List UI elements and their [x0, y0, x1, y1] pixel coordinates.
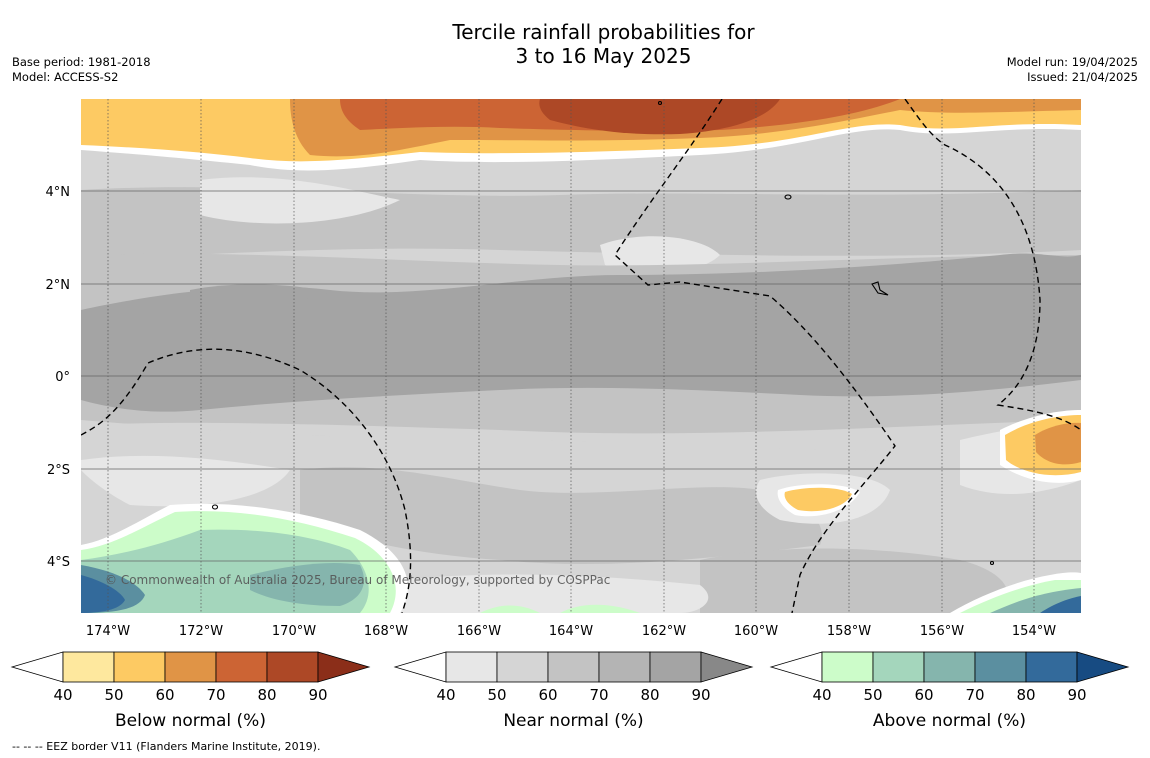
title-line-1: Tercile rainfall probabilities for	[452, 20, 755, 44]
meta-right: Model run: 19/04/2025 Issued: 21/04/2025	[1007, 55, 1138, 85]
lon-label: 162°W	[642, 624, 686, 639]
colorbar-segment	[496, 651, 549, 683]
colorbar-segment	[266, 651, 319, 683]
islands	[211, 100, 995, 566]
colorbar-segment	[445, 651, 498, 683]
map-field: © Commonwealth of Australia 2025, Bureau…	[81, 99, 1081, 613]
lon-label: 154°W	[1012, 624, 1056, 639]
colorbar-tick-label: 90	[308, 686, 327, 704]
footnote: -- -- -- EEZ border V11 (Flanders Marine…	[12, 740, 321, 753]
lat-label-2n: 2°N	[46, 278, 71, 293]
colorbar-segment	[1025, 651, 1078, 683]
lat-label-2s: 2°S	[47, 463, 70, 478]
colorbar-low-extend	[10, 651, 64, 683]
colorbar-tick-label: 50	[487, 686, 506, 704]
colorbar-tick-label: 60	[155, 686, 174, 704]
lon-label: 156°W	[920, 624, 964, 639]
colorbar-tick-label: 70	[965, 686, 984, 704]
colorbar-low-extend	[769, 651, 823, 683]
lon-label: 170°W	[272, 624, 316, 639]
map-title: Tercile rainfall probabilities for 3 to …	[0, 20, 1150, 68]
colorbar-title: Near normal (%)	[503, 711, 643, 731]
copyright-text: © Commonwealth of Australia 2025, Bureau…	[105, 573, 610, 587]
colorbar-tick-label: 60	[538, 686, 557, 704]
eez-borders	[81, 99, 1081, 613]
colorbar-tick-label: 80	[1016, 686, 1035, 704]
lon-label: 158°W	[827, 624, 871, 639]
colorbar-tick-label: 90	[1067, 686, 1086, 704]
colorbar-segment	[821, 651, 874, 683]
colorbar-tick-label: 90	[691, 686, 710, 704]
colorbar-segment	[649, 651, 702, 683]
lat-label-4s: 4°S	[47, 555, 70, 570]
colorbar-segment	[547, 651, 600, 683]
colorbar-tick-label: 80	[640, 686, 659, 704]
colorbar-title: Below normal (%)	[115, 711, 266, 731]
colorbar-segment	[598, 651, 651, 683]
base-period: Base period: 1981-2018	[12, 55, 151, 69]
colorbar-low-extend	[393, 651, 447, 683]
near-normal-colorbar: 40 50 60 70 80 90 Near normal (%)	[393, 651, 754, 731]
lat-labels: 4°N 2°N 0° 2°S 4°S	[46, 185, 71, 570]
below-normal-colorbar: 40 50 60 70 80 90 Below normal (%)	[10, 651, 371, 731]
colorbar-tick-label: 50	[863, 686, 882, 704]
colorbar-high-extend	[1076, 651, 1130, 683]
colorbar-tick-label: 70	[589, 686, 608, 704]
colorbar-segment	[923, 651, 976, 683]
colorbar-segment	[62, 651, 115, 683]
colorbar-tick-label: 40	[436, 686, 455, 704]
model-run: Model run: 19/04/2025	[1006, 55, 1138, 69]
above-normal-colorbar: 40 50 60 70 80 90 Above normal (%)	[769, 651, 1130, 731]
colorbar-tick-label: 70	[206, 686, 225, 704]
lon-label: 160°W	[734, 624, 778, 639]
colorbar-tick-label: 50	[104, 686, 123, 704]
meta-left: Base period: 1981-2018 Model: ACCESS-S2	[12, 55, 151, 85]
lon-labels: 174°W 172°W 170°W 168°W 166°W 164°W 162°…	[86, 624, 1056, 639]
colorbar-segment	[164, 651, 217, 683]
colorbar-tick-label: 40	[812, 686, 831, 704]
lon-label: 166°W	[457, 624, 501, 639]
lon-label: 168°W	[364, 624, 408, 639]
colorbar-tick-label: 60	[914, 686, 933, 704]
colorbar-segment	[872, 651, 925, 683]
colorbar-tick-label: 80	[257, 686, 276, 704]
lon-label: 172°W	[179, 624, 223, 639]
colorbar-segment	[215, 651, 268, 683]
colorbar-high-extend	[317, 651, 371, 683]
colorbar-segment	[974, 651, 1027, 683]
lat-gridlines	[81, 190, 1081, 562]
colorbar-tick-label: 40	[53, 686, 72, 704]
lon-label: 174°W	[86, 624, 130, 639]
colorbar-title: Above normal (%)	[873, 711, 1026, 731]
model-name: Model: ACCESS-S2	[12, 70, 119, 84]
title-line-2: 3 to 16 May 2025	[515, 44, 692, 68]
issued-date: Issued: 21/04/2025	[1027, 70, 1138, 84]
lon-gridlines	[107, 99, 1035, 613]
colorbar-segment	[113, 651, 166, 683]
lat-label-4n: 4°N	[46, 185, 71, 200]
colorbars: 40 50 60 70 80 90 Below normal (%) 40 50 60 70 80 90…	[10, 651, 1130, 731]
lat-label-0: 0°	[55, 370, 70, 385]
lon-label: 164°W	[549, 624, 593, 639]
colorbar-high-extend	[700, 651, 754, 683]
